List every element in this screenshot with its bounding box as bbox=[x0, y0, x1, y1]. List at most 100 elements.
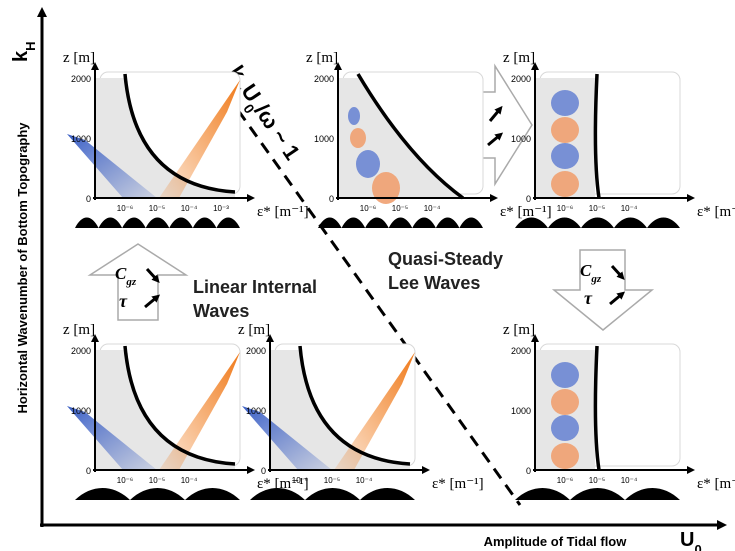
panel-x-label: ε* [m⁻¹] bbox=[697, 476, 735, 492]
bottom-topography bbox=[75, 488, 240, 500]
panel-x-label: ε* [m⁻¹] bbox=[257, 204, 309, 220]
panel-y-tick-label: 2000 bbox=[71, 346, 91, 356]
dissipation-curve bbox=[123, 345, 236, 466]
eddy bbox=[350, 128, 366, 148]
panel-y-tick-label: 0 bbox=[86, 194, 91, 204]
panel-y-tick-label: 2000 bbox=[314, 74, 334, 84]
panel-y-tick-label: 0 bbox=[329, 194, 334, 204]
text-part: /ω ~ 1 bbox=[250, 99, 305, 164]
eddy bbox=[551, 90, 579, 116]
tau-label: τ bbox=[119, 291, 128, 311]
text-part: gz bbox=[125, 276, 137, 288]
panel-x-tick-label: 10⁻⁵ bbox=[149, 476, 165, 485]
block-arrow-down bbox=[551, 249, 655, 331]
panel-x-tick-label: 10⁻⁶ bbox=[292, 476, 308, 485]
bottom-topography bbox=[75, 217, 240, 228]
panel-x-tick-label: 10⁻⁴ bbox=[424, 204, 441, 213]
y-axis-symbol: kH bbox=[10, 41, 38, 62]
group-velocity-label: Cgz bbox=[580, 261, 602, 285]
group-velocity-label: Cgz bbox=[115, 264, 137, 288]
panel-x-tick-label: 10⁻⁵ bbox=[392, 204, 408, 213]
panel-y-tick-label: 2000 bbox=[511, 346, 531, 356]
eddy bbox=[356, 150, 380, 178]
panel-x-tick-label: 10⁻⁶ bbox=[117, 476, 133, 485]
text-part: gz bbox=[590, 273, 602, 285]
direction-arrow bbox=[609, 291, 626, 306]
panel-x-tick-label: 10⁻⁶ bbox=[360, 204, 376, 213]
panel-y-label: z [m] bbox=[503, 50, 535, 66]
direction-arrow bbox=[488, 105, 503, 122]
dissipation-curve bbox=[298, 345, 411, 466]
panel-y-tick-label: 1000 bbox=[246, 406, 266, 416]
panel-x-tick-label: 10⁻⁴ bbox=[356, 476, 373, 485]
eddy bbox=[551, 362, 579, 388]
blue-wave-beam bbox=[242, 406, 332, 470]
panel-x-tick-label: 10⁻⁵ bbox=[149, 204, 165, 213]
panel-x-tick-label: 10⁻⁶ bbox=[117, 204, 133, 213]
bottom-topography bbox=[250, 488, 415, 500]
eddy bbox=[348, 107, 360, 125]
regime-label: Waves bbox=[193, 301, 249, 321]
panel-y-label: z [m] bbox=[63, 50, 95, 66]
panel-x-label: ε* [m⁻¹] bbox=[432, 476, 484, 492]
dissipation-curve bbox=[593, 73, 601, 199]
panel-x-tick-label: 10⁻⁴ bbox=[621, 476, 638, 485]
panel-y-tick-label: 1000 bbox=[511, 406, 531, 416]
regime-boundary bbox=[213, 77, 522, 506]
panel-x-tick-label: 10⁻⁴ bbox=[181, 204, 198, 213]
direction-arrow bbox=[487, 132, 504, 147]
panel-y-tick-label: 1000 bbox=[511, 134, 531, 144]
panel-y-label: z [m] bbox=[63, 322, 95, 338]
direction-arrow bbox=[144, 294, 161, 309]
panel-y-tick-label: 2000 bbox=[246, 346, 266, 356]
x-axis-label: Amplitude of Tidal flow bbox=[484, 534, 628, 549]
regime-label: Quasi-Steady bbox=[388, 249, 503, 269]
dissipation-curve bbox=[123, 73, 236, 194]
panel-y-tick-label: 2000 bbox=[71, 74, 91, 84]
panel-x-tick-label: 10⁻⁶ bbox=[557, 476, 573, 485]
text-part: C bbox=[115, 264, 127, 283]
eddy bbox=[551, 117, 579, 143]
text-part: U bbox=[680, 529, 694, 551]
panel-x-label: ε* [m⁻¹] bbox=[697, 204, 735, 220]
text-part: H bbox=[23, 41, 38, 50]
eddy bbox=[551, 143, 579, 169]
panel-x-tick-label: 10⁻⁵ bbox=[589, 476, 605, 485]
eddy bbox=[551, 443, 579, 469]
panel-x-label: ε* [m⁻¹] bbox=[257, 476, 309, 492]
panel-x-tick-label: 10⁻⁴ bbox=[621, 204, 638, 213]
bottom-topography bbox=[318, 217, 483, 228]
dissipation-curve bbox=[356, 73, 465, 200]
panel-y-tick-label: 0 bbox=[526, 466, 531, 476]
orange-wave-beam bbox=[159, 352, 240, 470]
panel-y-tick-label: 0 bbox=[86, 466, 91, 476]
panel-y-tick-label: 1000 bbox=[314, 134, 334, 144]
panel-y-tick-label: 0 bbox=[261, 466, 266, 476]
x-axis-symbol: U0 bbox=[680, 529, 702, 551]
bottom-topography bbox=[515, 488, 680, 500]
text-part: C bbox=[580, 261, 592, 280]
panel-x-tick-label: 10⁻³ bbox=[213, 204, 229, 213]
panel-x-tick-label: 10⁻⁵ bbox=[589, 204, 605, 213]
panel-y-label: z [m] bbox=[238, 322, 270, 338]
text-part: k bbox=[10, 50, 32, 62]
orange-wave-beam bbox=[159, 80, 240, 198]
panel-y-tick-label: 1000 bbox=[71, 406, 91, 416]
text-part: 0 bbox=[694, 542, 701, 551]
bottom-topography bbox=[515, 217, 680, 228]
regime-label: Lee Waves bbox=[388, 273, 480, 293]
direction-arrow bbox=[610, 264, 625, 280]
panel-y-tick-label: 1000 bbox=[71, 134, 91, 144]
dissipation-curve bbox=[593, 345, 601, 471]
panel-y-label: z [m] bbox=[503, 322, 535, 338]
panel-x-tick-label: 10⁻⁵ bbox=[324, 476, 340, 485]
eddy bbox=[551, 415, 579, 441]
panel-y-tick-label: 0 bbox=[526, 194, 531, 204]
panel-x-tick-label: 10⁻⁴ bbox=[181, 476, 198, 485]
direction-arrow bbox=[145, 267, 160, 283]
y-axis-label: Horizontal Wavenumber of Bottom Topograp… bbox=[15, 122, 30, 414]
panel-x-tick-label: 10⁻⁶ bbox=[557, 204, 573, 213]
tau-label: τ bbox=[584, 288, 593, 308]
